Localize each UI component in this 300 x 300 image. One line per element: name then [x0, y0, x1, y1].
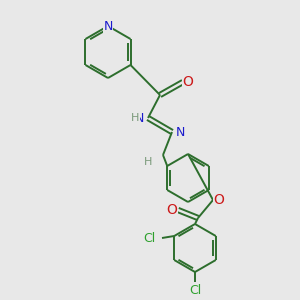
Text: N: N: [135, 112, 144, 124]
Text: Cl: Cl: [144, 232, 156, 244]
Text: Cl: Cl: [189, 284, 201, 296]
Text: H: H: [144, 157, 152, 167]
Text: O: O: [214, 193, 224, 207]
Text: O: O: [167, 203, 177, 217]
Text: N: N: [176, 125, 185, 139]
Text: H: H: [131, 113, 139, 123]
Text: O: O: [183, 75, 194, 89]
Text: N: N: [103, 20, 113, 32]
